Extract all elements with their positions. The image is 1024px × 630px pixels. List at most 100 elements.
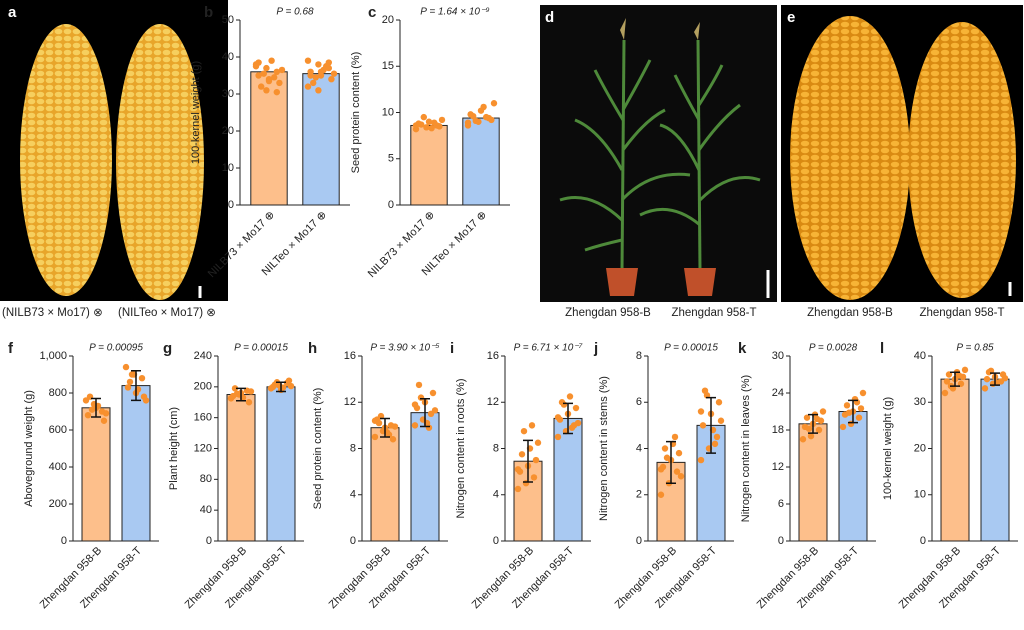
- y-tick-label: 8: [350, 442, 356, 454]
- data-point: [803, 414, 811, 421]
- bar: [226, 394, 256, 542]
- bar: [980, 378, 1010, 542]
- data-point: [528, 422, 536, 429]
- photo-e: [781, 5, 1023, 302]
- data-point: [278, 66, 286, 74]
- error-bar: [276, 381, 286, 393]
- y-tick-label: 20: [914, 442, 926, 454]
- data-point: [673, 468, 681, 475]
- y-tick-label: 0: [636, 535, 642, 547]
- y-tick-label: 0: [350, 535, 356, 547]
- data-point: [713, 433, 721, 441]
- panel-letter: f: [8, 340, 14, 357]
- y-axis-label: Nitrogen content in stems (%): [598, 376, 610, 521]
- y-axis-label: 100-kernel weight (g): [882, 397, 894, 500]
- y-tick-label: 200: [49, 498, 67, 510]
- error-bar: [131, 370, 141, 402]
- error-bar: [666, 440, 676, 484]
- data-point: [514, 466, 522, 473]
- y-tick-label: 18: [772, 424, 784, 436]
- y-tick-label: 8: [493, 442, 499, 454]
- data-point: [84, 412, 92, 419]
- data-point: [428, 125, 435, 132]
- y-tick-label: 5: [388, 153, 394, 165]
- data-point: [671, 433, 679, 441]
- y-tick-label: 0: [228, 199, 234, 211]
- data-point: [415, 381, 423, 389]
- photo-caption: (NILTeo × Mo17) ⊗: [118, 307, 216, 319]
- data-point: [464, 119, 472, 126]
- p-value: P = 6.71 × 10⁻⁷: [514, 343, 583, 354]
- y-tick-label: 40: [200, 504, 212, 516]
- data-point: [572, 404, 580, 412]
- y-tick-label: 16: [344, 350, 356, 362]
- y-tick-label: 30: [772, 350, 784, 362]
- data-point: [530, 474, 538, 481]
- y-tick-label: 800: [49, 387, 67, 399]
- error-bar: [380, 417, 390, 438]
- data-point: [663, 454, 671, 461]
- data-point: [423, 124, 430, 131]
- data-point: [102, 410, 110, 417]
- y-tick-label: 240: [194, 350, 212, 362]
- y-tick-label: 160: [194, 412, 212, 424]
- data-point: [480, 103, 487, 111]
- data-point: [813, 415, 821, 423]
- y-tick-label: 0: [920, 535, 926, 547]
- data-point: [315, 61, 322, 68]
- bar: [302, 73, 340, 206]
- y-tick-label: 0: [388, 199, 394, 211]
- data-point: [566, 393, 574, 400]
- y-tick-label: 4: [636, 442, 642, 454]
- y-tick-label: 8: [636, 350, 642, 362]
- error-bar: [848, 399, 858, 424]
- data-point: [276, 79, 283, 87]
- data-point: [805, 425, 813, 432]
- data-point: [304, 83, 312, 90]
- data-point: [412, 122, 420, 129]
- y-tick-label: 15: [382, 60, 394, 72]
- data-point: [100, 417, 108, 424]
- data-point: [518, 451, 526, 458]
- data-point: [560, 401, 568, 408]
- data-point: [233, 390, 241, 397]
- data-point: [711, 440, 719, 448]
- data-point: [568, 424, 576, 431]
- p-value: P = 0.85: [956, 343, 994, 354]
- data-point: [126, 378, 134, 386]
- panel-letter: e: [787, 9, 795, 26]
- data-point: [263, 87, 270, 94]
- data-point: [819, 408, 827, 415]
- data-point: [285, 377, 293, 384]
- bar: [940, 378, 970, 542]
- bar: [250, 71, 288, 206]
- data-point: [231, 385, 239, 392]
- data-point: [122, 363, 130, 371]
- data-point: [490, 100, 498, 107]
- p-value: P = 0.00015: [664, 343, 718, 354]
- y-tick-label: 0: [778, 535, 784, 547]
- data-point: [142, 397, 150, 404]
- data-point: [438, 116, 446, 124]
- data-point: [697, 408, 705, 415]
- data-point: [943, 378, 951, 385]
- p-value: P = 0.00095: [89, 343, 143, 354]
- bar: [266, 386, 296, 542]
- data-point: [520, 427, 528, 435]
- data-point: [955, 372, 963, 379]
- data-point: [699, 422, 707, 429]
- data-point: [247, 388, 255, 395]
- data-point: [307, 72, 314, 79]
- data-point: [1001, 375, 1009, 382]
- error-bar: [236, 387, 246, 402]
- error-bar: [420, 398, 430, 428]
- bar: [838, 411, 868, 542]
- error-bar: [808, 413, 818, 434]
- y-axis-label: Plant height (cm): [168, 407, 180, 490]
- photo-caption: Zhengdan 958-T: [919, 307, 1004, 319]
- y-tick-label: 600: [49, 424, 67, 436]
- y-tick-label: 10: [222, 162, 234, 174]
- data-point: [843, 402, 851, 409]
- data-point: [138, 375, 146, 382]
- data-point: [961, 366, 969, 374]
